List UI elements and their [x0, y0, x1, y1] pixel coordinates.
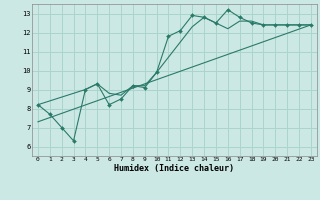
X-axis label: Humidex (Indice chaleur): Humidex (Indice chaleur)	[115, 164, 234, 173]
